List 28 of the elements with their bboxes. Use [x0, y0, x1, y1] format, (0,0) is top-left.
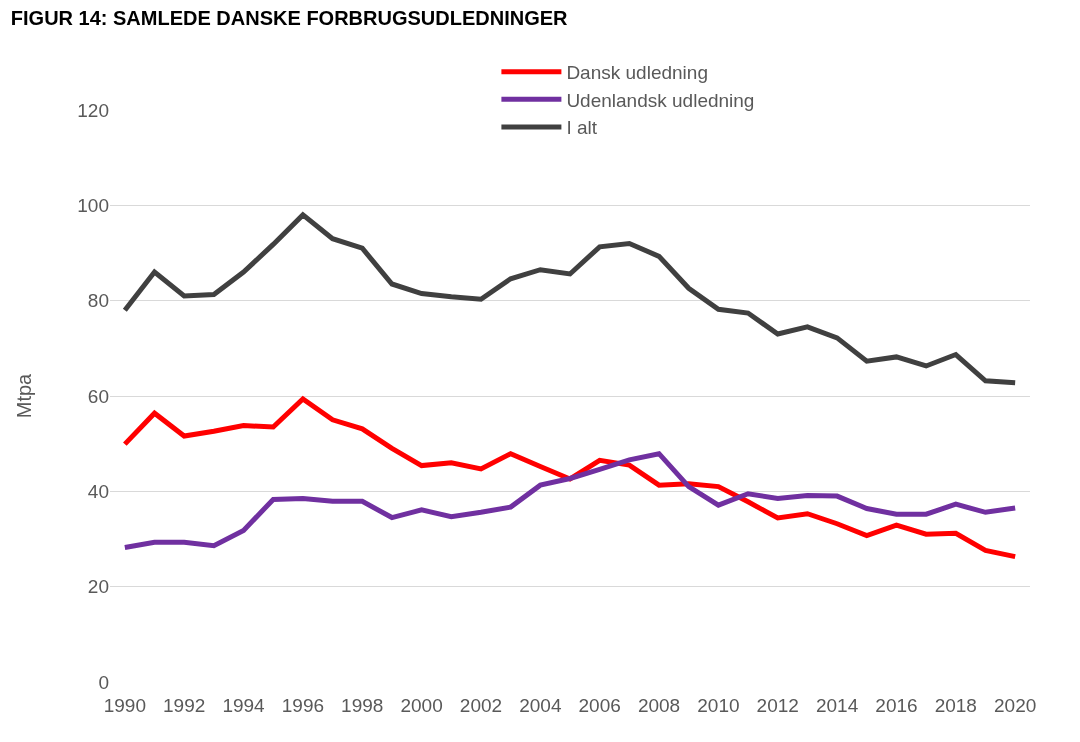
y-tick-label: 80: [87, 290, 109, 312]
y-tick-label: 20: [87, 576, 109, 598]
y-tick-label: 120: [77, 99, 109, 121]
x-tick-label: 1992: [163, 695, 206, 716]
x-tick-label: 2020: [994, 695, 1037, 716]
chart-title: FIGUR 14: SAMLEDE DANSKE FORBRUGSUDLEDNINGER: [10, 7, 569, 30]
legend-label: I alt: [566, 117, 598, 139]
x-tick-label: 2000: [400, 695, 443, 716]
x-tick-label: 2016: [875, 695, 918, 716]
legend-label: Udenlandsk udledning: [566, 89, 755, 111]
y-tick-label: 100: [77, 194, 109, 216]
y-tick-label: 0: [98, 671, 109, 693]
x-tick-label: 1998: [341, 695, 384, 716]
x-tick-label: 2012: [756, 695, 799, 716]
x-tick-label: 2008: [637, 695, 681, 716]
x-tick-label: 2002: [459, 695, 503, 716]
y-axis-title: Mtpa: [12, 372, 35, 419]
x-tick-label: 2006: [578, 695, 621, 716]
legend-label: Dansk udledning: [566, 62, 708, 84]
x-tick-label: 2014: [815, 695, 859, 716]
x-tick-label: 1990: [103, 695, 146, 716]
x-tick-label: 2004: [519, 695, 562, 716]
x-tick-label: 1994: [222, 695, 266, 716]
x-tick-label: 2018: [934, 695, 977, 716]
y-tick-label: 40: [87, 480, 109, 502]
y-tick-label: 60: [87, 385, 109, 407]
x-tick-label: 2010: [697, 695, 740, 716]
x-tick-label: 1996: [281, 695, 325, 716]
